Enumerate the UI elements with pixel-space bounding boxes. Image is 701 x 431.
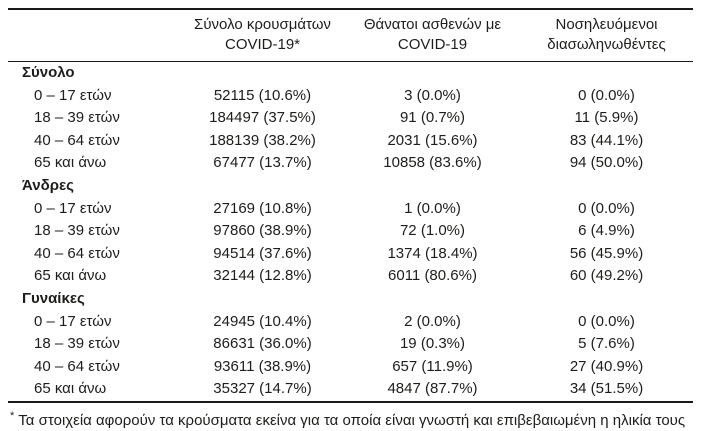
table-row: 18 – 39 ετών 184497 (37.5%) 91 (0.7%) 11…: [8, 107, 693, 130]
table-row: 18 – 39 ετών 86631 (36.0%) 19 (0.3%) 5 (…: [8, 333, 693, 356]
intubated-cell: 56 (45.9%): [569, 244, 644, 262]
intubated-cell: 5 (7.6%): [578, 335, 635, 353]
deaths-cell: 4847 (87.7%): [387, 380, 478, 398]
intubated-cell: 83 (44.1%): [569, 131, 644, 149]
cases-cell: 97860 (38.9%): [213, 222, 312, 240]
table-row: 0 – 17 ετών 24945 (10.4%) 2 (0.0%) 0 (0.…: [8, 311, 693, 334]
column-header-intubated-line1: Νοσηλευόμενοι: [555, 16, 658, 33]
table-row: 40 – 64 ετών 188139 (38.2%) 2031 (15.6%)…: [8, 130, 693, 153]
intubated-cell: 0 (0.0%): [578, 86, 635, 104]
row-label: 65 και άνω: [34, 154, 107, 172]
cases-cell: 67477 (13.7%): [213, 154, 312, 172]
table-row: 40 – 64 ετών 94514 (37.6%) 1374 (18.4%) …: [8, 243, 693, 266]
intubated-cell: 11 (5.9%): [574, 109, 639, 127]
column-header-deaths: Θάνατοι ασθενών με COVID-19: [345, 15, 520, 55]
deaths-cell: 2 (0.0%): [404, 312, 461, 330]
section-header-men: Άνδρες: [8, 175, 693, 198]
deaths-cell: 3 (0.0%): [404, 86, 461, 104]
table-row: 18 – 39 ετών 97860 (38.9%) 72 (1.0%) 6 (…: [8, 220, 693, 243]
cases-cell: 52115 (10.6%): [213, 86, 312, 104]
deaths-cell: 10858 (83.6%): [383, 154, 482, 172]
row-label: 0 – 17 ετών: [34, 86, 112, 104]
table-row: 65 και άνω 35327 (14.7%) 4847 (87.7%) 34…: [8, 378, 693, 401]
cases-cell: 32144 (12.8%): [213, 267, 312, 285]
intubated-cell: 94 (50.0%): [569, 154, 644, 172]
table-header-row: Σύνολο κρουσμάτων COVID-19* Θάνατοι ασθε…: [8, 10, 693, 62]
column-header-deaths-line1: Θάνατοι ασθενών με: [363, 16, 502, 33]
row-label: 18 – 39 ετών: [34, 335, 120, 353]
row-label: 40 – 64 ετών: [34, 131, 120, 149]
deaths-cell: 91 (0.7%): [399, 109, 466, 127]
footnote-text: Τα στοιχεία αφορούν τα κρούσματα εκείνα …: [18, 411, 686, 429]
table-footnote: * Τα στοιχεία αφορούν τα κρούσματα εκείνα…: [8, 407, 693, 430]
deaths-cell: 19 (0.3%): [399, 335, 466, 353]
cases-cell: 93611 (38.9%): [213, 357, 312, 375]
intubated-cell: 0 (0.0%): [578, 312, 635, 330]
row-label: 40 – 64 ετών: [34, 357, 120, 375]
footnote-asterisk: *: [10, 409, 15, 422]
row-label: 0 – 17 ετών: [34, 199, 112, 217]
row-label: 18 – 39 ετών: [34, 222, 120, 240]
cases-cell: 184497 (37.5%): [209, 109, 316, 127]
cases-cell: 27169 (10.8%): [213, 199, 312, 217]
section-header-women: Γυναίκες: [8, 288, 693, 311]
deaths-cell: 1374 (18.4%): [387, 244, 478, 262]
table-row: 0 – 17 ετών 52115 (10.6%) 3 (0.0%) 0 (0.…: [8, 85, 693, 108]
intubated-cell: 6 (4.9%): [578, 222, 635, 240]
deaths-cell: 657 (11.9%): [392, 357, 473, 375]
table-row: 0 – 17 ετών 27169 (10.8%) 1 (0.0%) 0 (0.…: [8, 198, 693, 221]
column-header-intubated-line2: διασωληνωθέντες: [547, 36, 666, 53]
intubated-cell: 27 (40.9%): [569, 357, 644, 375]
deaths-cell: 1 (0.0%): [404, 199, 461, 217]
section-title: Γυναίκες: [22, 289, 85, 307]
table-row: 65 και άνω 32144 (12.8%) 6011 (80.6%) 60…: [8, 265, 693, 288]
covid-statistics-table: Σύνολο κρουσμάτων COVID-19* Θάνατοι ασθε…: [8, 8, 693, 403]
cases-cell: 188139 (38.2%): [209, 131, 316, 149]
intubated-cell: 0 (0.0%): [578, 199, 635, 217]
deaths-cell: 72 (1.0%): [399, 222, 466, 240]
cases-cell: 24945 (10.4%): [213, 312, 312, 330]
row-label: 18 – 39 ετών: [34, 109, 120, 127]
table-row: 65 και άνω 67477 (13.7%) 10858 (83.6%) 9…: [8, 152, 693, 175]
section-header-total: Σύνολο: [8, 62, 693, 85]
row-label: 65 και άνω: [34, 267, 107, 285]
cases-cell: 35327 (14.7%): [213, 380, 312, 398]
section-title: Άνδρες: [22, 176, 74, 194]
column-header-cases-line2: COVID-19*: [224, 36, 301, 53]
column-header-cases-line1: Σύνολο κρουσμάτων: [194, 16, 331, 33]
intubated-cell: 60 (49.2%): [569, 267, 644, 285]
column-header-intubated: Νοσηλευόμενοι διασωληνωθέντες: [520, 15, 693, 55]
row-label: 65 και άνω: [34, 380, 107, 398]
deaths-cell: 6011 (80.6%): [388, 267, 477, 285]
column-header-deaths-line2: COVID-19: [397, 36, 468, 53]
section-title: Σύνολο: [22, 64, 75, 81]
row-label: 40 – 64 ετών: [34, 244, 120, 262]
cases-cell: 86631 (36.0%): [213, 335, 312, 353]
row-label: 0 – 17 ετών: [34, 312, 112, 330]
deaths-cell: 2031 (15.6%): [387, 131, 478, 149]
column-header-cases: Σύνολο κρουσμάτων COVID-19*: [180, 15, 345, 55]
cases-cell: 94514 (37.6%): [213, 244, 312, 262]
intubated-cell: 34 (51.5%): [569, 380, 644, 398]
table-row: 40 – 64 ετών 93611 (38.9%) 657 (11.9%) 2…: [8, 356, 693, 379]
